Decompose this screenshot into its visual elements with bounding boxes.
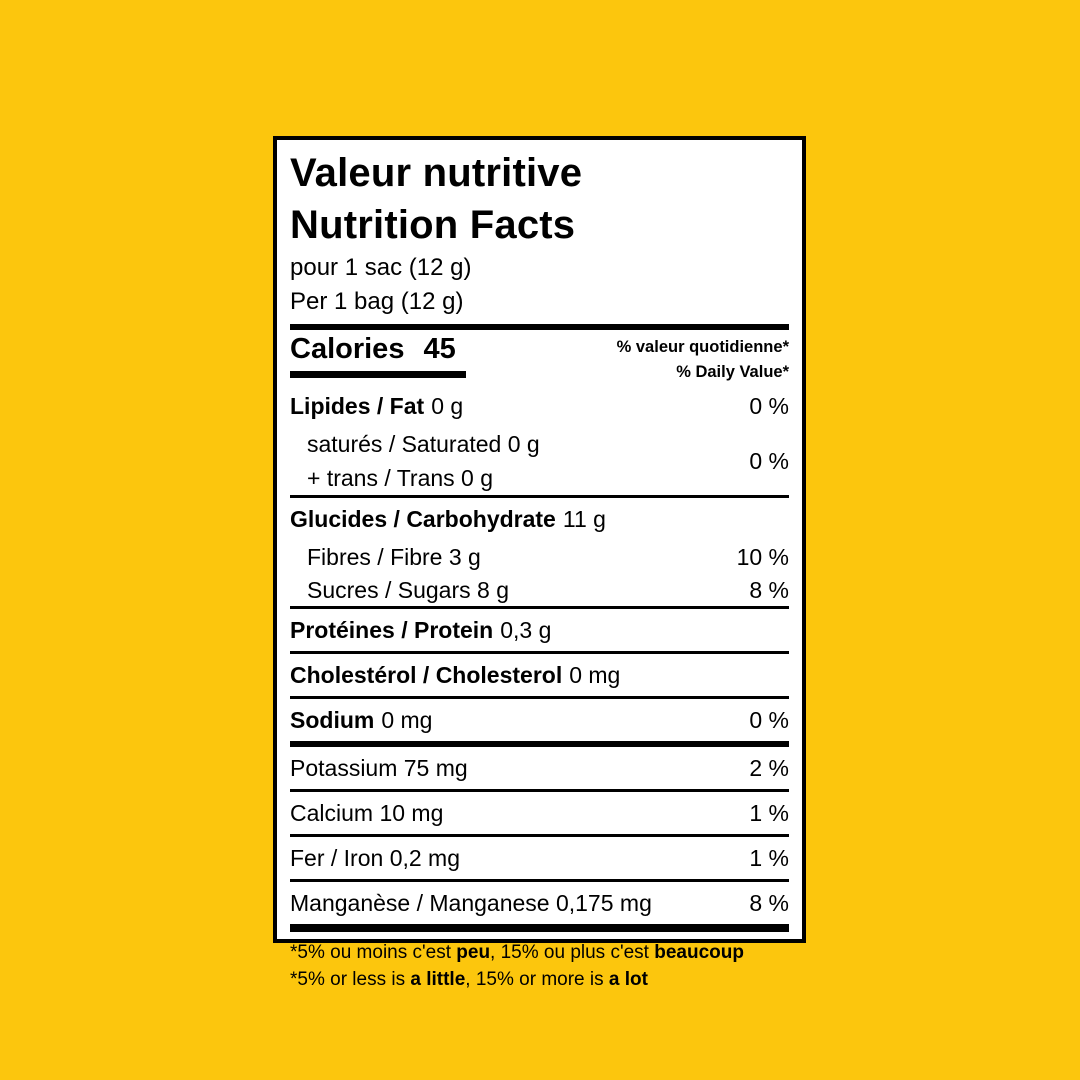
row-carbohydrate: Glucides / Carbohydrate 11 g bbox=[290, 495, 789, 540]
calories-section: Calories 45 % valeur quotidienne* % Daily… bbox=[290, 330, 789, 385]
label-title-fr: Valeur nutritive bbox=[290, 151, 583, 195]
sodium-amount: 0 mg bbox=[381, 707, 433, 733]
fat-dv: 0 % bbox=[749, 393, 789, 419]
trans-line: + trans / Trans 0 g bbox=[307, 465, 494, 491]
serving-size-en: Per 1 bag (12 g) bbox=[290, 288, 464, 315]
row-manganese: Manganèse / Manganese 0,175 mg 8 % bbox=[290, 879, 789, 924]
fibre-dv: 10 % bbox=[736, 543, 789, 570]
footnote-en: *5% or less is a little, 15% or more is … bbox=[290, 969, 648, 990]
row-sodium: Sodium 0 mg 0 % bbox=[290, 696, 789, 741]
potassium-dv: 2 % bbox=[749, 755, 789, 781]
daily-value-header: % valeur quotidienne* % Daily Value* bbox=[617, 333, 789, 385]
footnote-fr: *5% ou moins c'est peu, 15% ou plus c'es… bbox=[290, 942, 744, 963]
iron-dv: 1 % bbox=[749, 845, 789, 871]
manganese-dv: 8 % bbox=[749, 890, 789, 916]
iron-label: Fer / Iron 0,2 mg bbox=[290, 845, 461, 871]
fibre-label: Fibres / Fibre 3 g bbox=[307, 543, 481, 570]
saturated-trans-dv: 0 % bbox=[749, 447, 789, 474]
sodium-label: Sodium bbox=[290, 707, 375, 733]
calories-label: Calories bbox=[290, 333, 405, 365]
row-fat: Lipides / Fat 0 g 0 % bbox=[290, 385, 789, 427]
daily-value-header-en: % Daily Value* bbox=[676, 363, 789, 381]
calories-value: 45 bbox=[423, 333, 456, 365]
protein-amount: 0,3 g bbox=[500, 617, 552, 643]
calories-row: Calories 45 bbox=[290, 333, 466, 378]
row-potassium: Potassium 75 mg 2 % bbox=[290, 741, 789, 789]
row-sugars: Sucres / Sugars 8 g 8 % bbox=[290, 573, 789, 606]
saturated-line: saturés / Saturated 0 g bbox=[307, 431, 540, 457]
row-fibre: Fibres / Fibre 3 g 10 % bbox=[290, 540, 789, 573]
carbohydrate-amount: 11 g bbox=[562, 506, 606, 532]
sodium-dv: 0 % bbox=[749, 707, 789, 733]
row-cholesterol: Cholestérol / Cholesterol 0 mg bbox=[290, 651, 789, 696]
calcium-dv: 1 % bbox=[749, 800, 789, 826]
manganese-label: Manganèse / Manganese 0,175 mg bbox=[290, 890, 652, 916]
protein-label: Protéines / Protein bbox=[290, 617, 494, 643]
sugars-label: Sucres / Sugars 8 g bbox=[307, 576, 509, 603]
potassium-label: Potassium 75 mg bbox=[290, 755, 468, 781]
serving-size-fr: pour 1 sac (12 g) bbox=[290, 254, 472, 281]
carbohydrate-label: Glucides / Carbohydrate bbox=[290, 506, 556, 532]
nutrition-facts-label: Valeur nutritive Nutrition Facts pour 1 … bbox=[273, 136, 806, 990]
cholesterol-label: Cholestérol / Cholesterol bbox=[290, 662, 563, 688]
daily-value-header-fr: % valeur quotidienne* bbox=[616, 338, 789, 356]
row-iron: Fer / Iron 0,2 mg 1 % bbox=[290, 834, 789, 879]
fat-label: Lipides / Fat bbox=[290, 393, 425, 419]
footnotes: *5% ou moins c'est peu, 15% ou plus c'es… bbox=[290, 924, 789, 993]
calcium-label: Calcium 10 mg bbox=[290, 800, 444, 826]
row-calcium: Calcium 10 mg 1 % bbox=[290, 789, 789, 834]
row-saturated-trans: saturés / Saturated 0 g + trans / Trans … bbox=[290, 427, 789, 495]
cholesterol-amount: 0 mg bbox=[569, 662, 621, 688]
divider-thick-top bbox=[290, 324, 789, 330]
row-protein: Protéines / Protein 0,3 g bbox=[290, 606, 789, 651]
label-title-en: Nutrition Facts bbox=[290, 203, 576, 247]
sugars-dv: 8 % bbox=[749, 576, 789, 603]
fat-amount: 0 g bbox=[431, 393, 464, 419]
